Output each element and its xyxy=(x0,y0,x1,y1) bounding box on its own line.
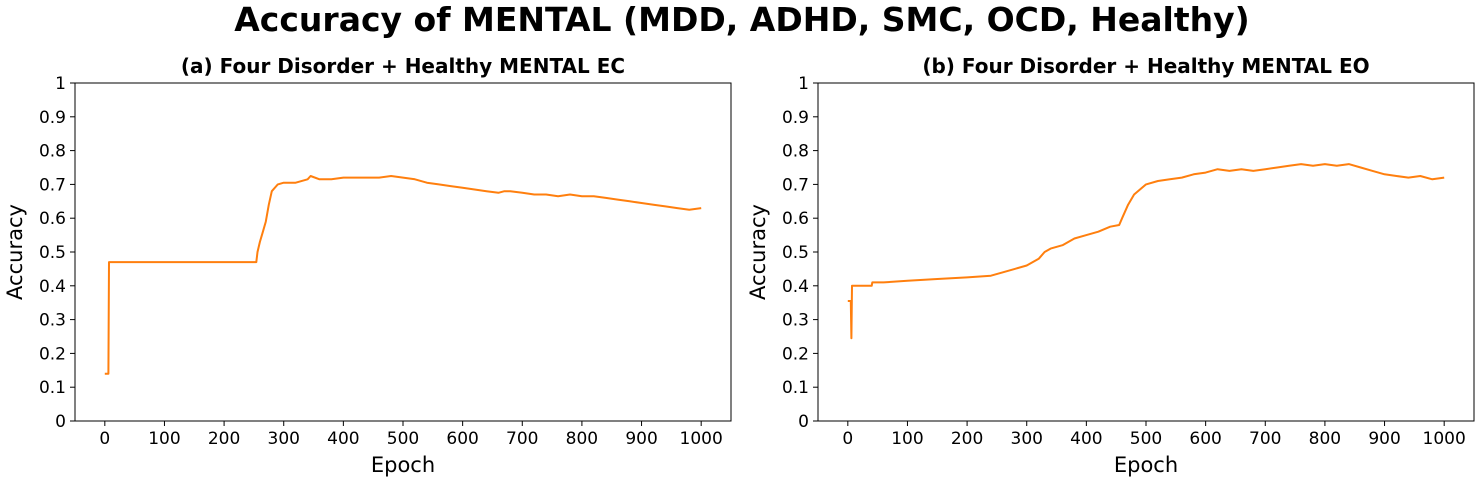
chart-0-title: (a) Four Disorder + Healthy MENTAL EC xyxy=(181,54,625,78)
chart-0-xtick-label-3: 300 xyxy=(268,429,300,449)
chart-1-ytick-label-0: 0 xyxy=(798,412,809,432)
chart-1-xtick-label-7: 700 xyxy=(1249,429,1281,449)
chart-1-xtick-label-1: 100 xyxy=(891,429,923,449)
chart-1-xtick-label-2: 200 xyxy=(951,429,983,449)
chart-0-ytick-label-9: 0.9 xyxy=(39,108,66,128)
chart-1-xtick-label-9: 900 xyxy=(1368,429,1400,449)
chart-1-title: (b) Four Disorder + Healthy MENTAL EO xyxy=(922,54,1369,78)
chart-1-plot-frame xyxy=(817,82,1475,422)
chart-1-xlabel: Epoch xyxy=(1114,453,1178,477)
chart-1: (b) Four Disorder + Healthy MENTAL EO0 10… xyxy=(746,54,1475,477)
chart-1-xtick-label-4: 400 xyxy=(1070,429,1102,449)
chart-0-ytick-label-10: 1 xyxy=(55,74,66,94)
chart-0-series-0-line xyxy=(104,175,702,375)
chart-1-ytick-label-5: 0.5 xyxy=(782,243,809,263)
chart-1-xtick-label-5: 500 xyxy=(1130,429,1162,449)
chart-0-plot-frame xyxy=(74,82,732,422)
figure-title: Accuracy of MENTAL (MDD, ADHD, SMC, OCD,… xyxy=(234,0,1250,39)
chart-1-ytick-label-4: 0.4 xyxy=(782,277,809,297)
chart-1-ytick-label-10: 1 xyxy=(798,74,809,94)
chart-0-ytick-label-0: 0 xyxy=(55,412,66,432)
chart-1-series-0-line xyxy=(847,163,1445,340)
chart-1-ytick-label-6: 0.6 xyxy=(782,209,809,229)
chart-0-ytick-label-4: 0.4 xyxy=(39,277,66,297)
chart-1-ylabel: Accuracy xyxy=(746,204,770,300)
chart-0-ytick-label-6: 0.6 xyxy=(39,209,66,229)
chart-1-ytick-label-8: 0.8 xyxy=(782,142,809,162)
chart-1-ytick-label-1: 0.1 xyxy=(782,378,809,398)
chart-0-xlabel: Epoch xyxy=(371,453,435,477)
chart-1-ytick-label-9: 0.9 xyxy=(782,108,809,128)
chart-1-ytick-label-7: 0.7 xyxy=(782,175,809,195)
chart-0-xtick-label-5: 500 xyxy=(387,429,419,449)
chart-0-ytick-label-5: 0.5 xyxy=(39,243,66,263)
chart-0-xtick-label-7: 700 xyxy=(506,429,538,449)
chart-0-ytick-label-1: 0.1 xyxy=(39,378,66,398)
chart-0-xtick-label-1: 100 xyxy=(148,429,180,449)
chart-0-ylabel: Accuracy xyxy=(3,204,27,300)
chart-0-xtick-label-6: 600 xyxy=(446,429,478,449)
chart-1-xtick-label-10: 1000 xyxy=(1423,429,1466,449)
chart-0-xtick-label-4: 400 xyxy=(327,429,359,449)
chart-0-ytick-label-2: 0.2 xyxy=(39,344,66,364)
chart-1-xtick-label-3: 300 xyxy=(1011,429,1043,449)
chart-1-ytick-label-2: 0.2 xyxy=(782,344,809,364)
chart-1-xtick-label-6: 600 xyxy=(1189,429,1221,449)
chart-1-xtick-label-0: 0 xyxy=(842,429,853,449)
chart-0-xtick-label-0: 0 xyxy=(99,429,110,449)
chart-0-xtick-label-9: 900 xyxy=(625,429,657,449)
chart-0-xtick-label-2: 200 xyxy=(208,429,240,449)
chart-1-ytick-label-3: 0.3 xyxy=(782,311,809,331)
chart-0-ytick-label-7: 0.7 xyxy=(39,175,66,195)
chart-0-xtick-label-8: 800 xyxy=(566,429,598,449)
chart-0-xtick-label-10: 1000 xyxy=(680,429,723,449)
chart-0-ytick-label-8: 0.8 xyxy=(39,142,66,162)
chart-0-ytick-label-3: 0.3 xyxy=(39,311,66,331)
chart-1-xtick-label-8: 800 xyxy=(1309,429,1341,449)
chart-0: (a) Four Disorder + Healthy MENTAL EC0 10… xyxy=(3,54,732,477)
